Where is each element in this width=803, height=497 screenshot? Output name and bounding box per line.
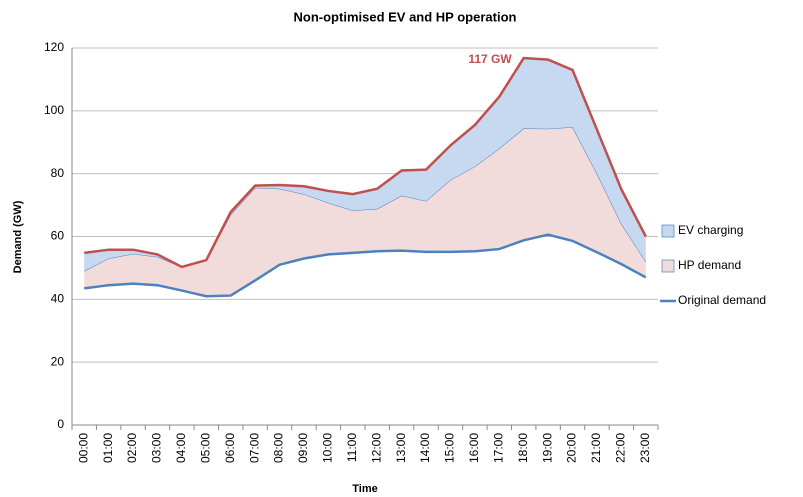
x-tick-label: 03:00 (150, 433, 164, 463)
annotation: 117 GW (468, 52, 512, 66)
x-tick-label: 13:00 (394, 433, 408, 463)
x-tick-label: 22:00 (614, 433, 628, 463)
x-tick-label: 10:00 (321, 433, 335, 463)
line (84, 233, 647, 298)
x-tick-label: 07:00 (247, 433, 261, 463)
x-tick-label: 18:00 (516, 433, 530, 463)
chart-title: Non-optimised EV and HP operation (294, 9, 517, 24)
legend-swatch (661, 259, 675, 273)
x-tick-label: 14:00 (418, 433, 432, 463)
y-tick-label: 0 (57, 417, 64, 431)
area (84, 127, 646, 297)
x-axis-label: Time (352, 483, 377, 495)
y-tick-label: 40 (51, 292, 65, 306)
x-tick-label: 20:00 (565, 433, 579, 463)
y-tick-label: 20 (51, 354, 65, 368)
legend-label: EV charging (678, 223, 743, 237)
grid (72, 47, 658, 426)
x-tick-label: 15:00 (443, 433, 457, 463)
x-tick-label: 21:00 (589, 433, 603, 463)
x-tick-label: 23:00 (638, 433, 652, 463)
x-tick-label: 19:00 (540, 433, 554, 463)
plot (83, 56, 647, 298)
area-edge (84, 56, 647, 269)
y-tick-label: 120 (44, 40, 64, 54)
x-tick-label: 00:00 (76, 433, 90, 463)
y-tick-label: 60 (51, 229, 65, 243)
y-tick-label: 80 (51, 166, 65, 180)
x-tick-label: 09:00 (296, 433, 310, 463)
legend-label: HP demand (678, 258, 741, 272)
x-tick-label: 12:00 (369, 433, 383, 463)
x-tick-label: 16:00 (467, 433, 481, 463)
x-tick-label: 17:00 (491, 433, 505, 463)
legend-swatch (661, 224, 675, 238)
x-tick-label: 04:00 (174, 433, 188, 463)
x-tick-label: 08:00 (272, 433, 286, 463)
x-tick-label: 01:00 (101, 433, 115, 463)
legend-label: Original demand (678, 293, 766, 307)
area (84, 58, 646, 272)
x-tick-label: 05:00 (198, 433, 212, 463)
y-axis-label: Demand (GW) (12, 200, 24, 273)
x-tick-label: 06:00 (223, 433, 237, 463)
x-tick-label: 11:00 (345, 433, 359, 462)
x-tick-label: 02:00 (125, 433, 139, 463)
y-tick-label: 100 (44, 103, 64, 117)
